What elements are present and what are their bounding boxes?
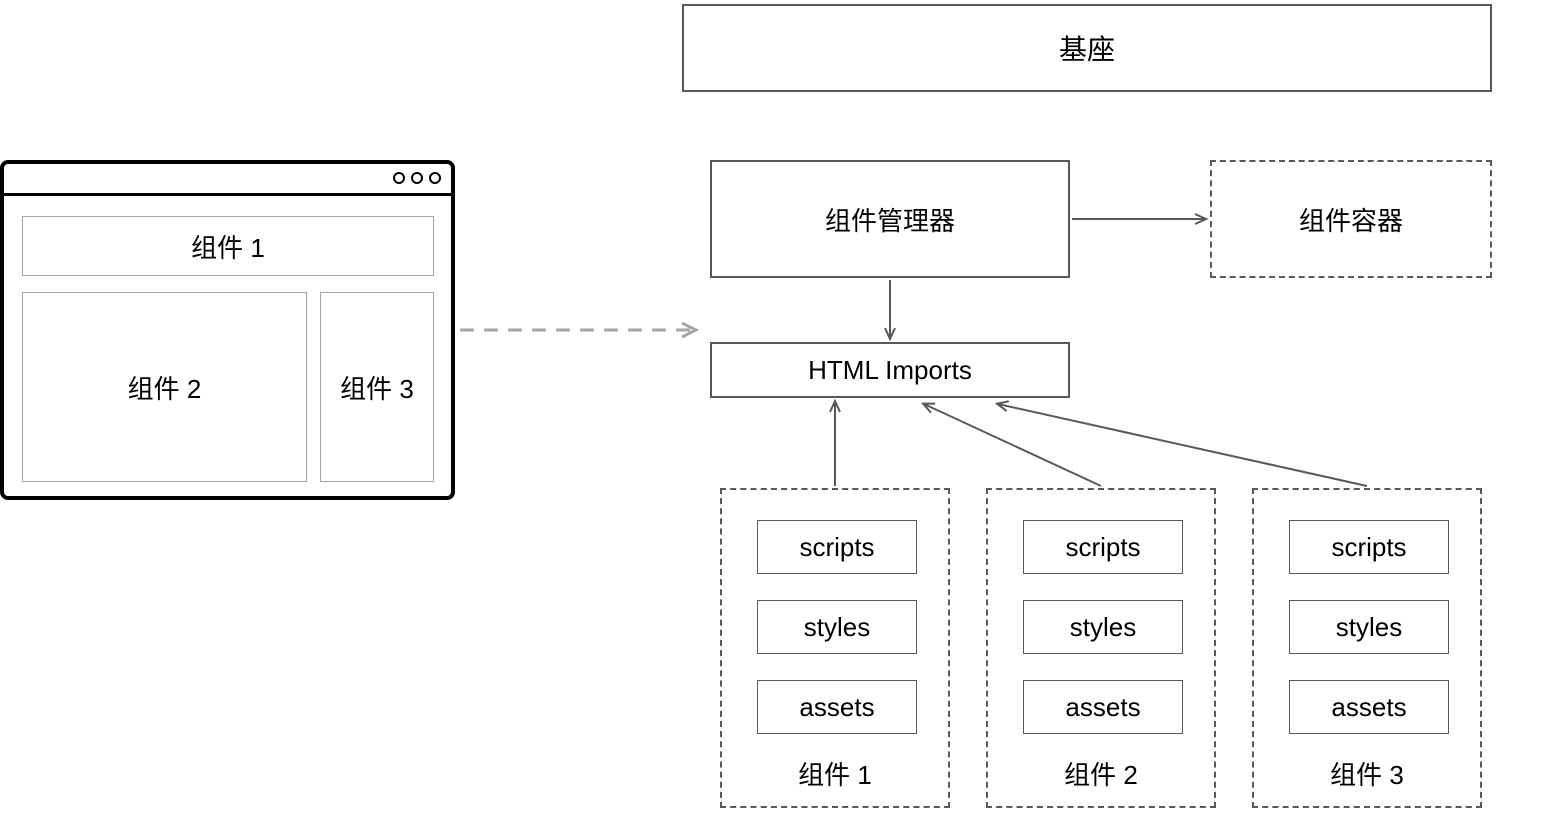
browser-window: 组件 1 组件 2 组件 3 xyxy=(0,160,455,500)
container-label: 组件容器 xyxy=(1299,201,1403,238)
base-label: 基座 xyxy=(1059,28,1115,68)
base-box: 基座 xyxy=(682,4,1492,92)
package-item: scripts xyxy=(757,520,917,574)
package-item: styles xyxy=(1023,600,1183,654)
component-package-3: scripts styles assets 组件 3 xyxy=(1252,488,1482,808)
browser-titlebar xyxy=(4,164,451,196)
imports-label: HTML Imports xyxy=(808,355,972,386)
component-package-2: scripts styles assets 组件 2 xyxy=(986,488,1216,808)
package-item: scripts xyxy=(1289,520,1449,574)
package-item: assets xyxy=(1289,680,1449,734)
item-label: styles xyxy=(1336,612,1402,643)
component-package-1: scripts styles assets 组件 1 xyxy=(720,488,950,808)
item-label: styles xyxy=(1070,612,1136,643)
window-dot-icon xyxy=(411,172,423,184)
package-item: assets xyxy=(757,680,917,734)
item-label: scripts xyxy=(1331,532,1406,563)
manager-box: 组件管理器 xyxy=(710,160,1070,278)
item-label: assets xyxy=(799,692,874,723)
package-item: scripts xyxy=(1023,520,1183,574)
package-label: 组件 2 xyxy=(988,755,1214,792)
browser-panel-1: 组件 1 xyxy=(22,216,434,276)
browser-panel-2: 组件 2 xyxy=(22,292,307,482)
package-item: styles xyxy=(757,600,917,654)
browser-panel-3: 组件 3 xyxy=(320,292,434,482)
window-dots xyxy=(393,172,441,184)
item-label: assets xyxy=(1065,692,1140,723)
package-label: 组件 3 xyxy=(1254,755,1480,792)
item-label: scripts xyxy=(1065,532,1140,563)
arrow-pkg2-to-imports xyxy=(924,404,1101,486)
item-label: assets xyxy=(1331,692,1406,723)
item-label: scripts xyxy=(799,532,874,563)
package-item: assets xyxy=(1023,680,1183,734)
package-label: 组件 1 xyxy=(722,755,948,792)
panel-label: 组件 3 xyxy=(340,369,414,406)
window-dot-icon xyxy=(393,172,405,184)
imports-box: HTML Imports xyxy=(710,342,1070,398)
arrow-pkg3-to-imports xyxy=(998,404,1367,486)
package-item: styles xyxy=(1289,600,1449,654)
window-dot-icon xyxy=(429,172,441,184)
manager-label: 组件管理器 xyxy=(825,201,955,238)
item-label: styles xyxy=(804,612,870,643)
panel-label: 组件 1 xyxy=(191,228,265,265)
container-box: 组件容器 xyxy=(1210,160,1492,278)
panel-label: 组件 2 xyxy=(128,369,202,406)
